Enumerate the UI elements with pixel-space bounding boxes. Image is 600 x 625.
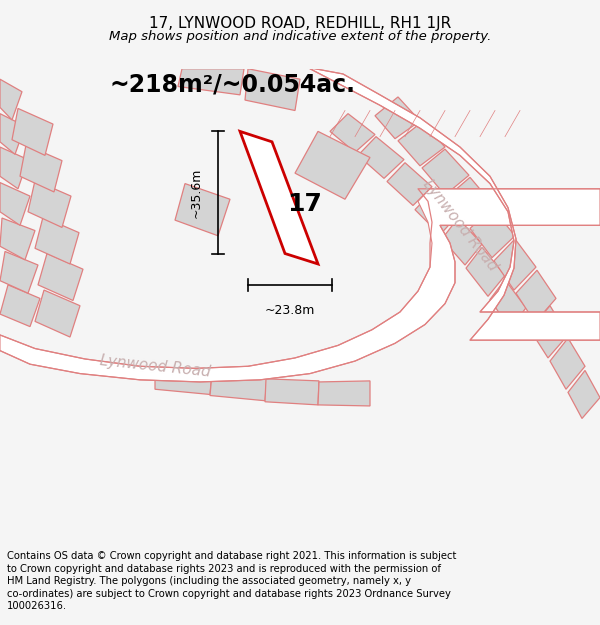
Polygon shape (38, 254, 83, 301)
Text: 17, LYNWOOD ROAD, REDHILL, RH1 1JR: 17, LYNWOOD ROAD, REDHILL, RH1 1JR (149, 16, 451, 31)
Polygon shape (12, 108, 53, 156)
Polygon shape (178, 69, 244, 95)
Polygon shape (466, 248, 505, 296)
Text: Contains OS data © Crown copyright and database right 2021. This information is : Contains OS data © Crown copyright and d… (7, 551, 457, 561)
Polygon shape (442, 218, 482, 265)
Text: 17: 17 (287, 192, 322, 216)
Polygon shape (0, 182, 30, 226)
Polygon shape (310, 69, 600, 340)
Polygon shape (387, 162, 432, 206)
Polygon shape (568, 371, 600, 419)
Polygon shape (210, 374, 267, 401)
Polygon shape (175, 184, 230, 236)
Polygon shape (422, 149, 469, 195)
Polygon shape (155, 368, 212, 394)
Polygon shape (494, 239, 536, 290)
Text: HM Land Registry. The polygons (including the associated geometry, namely x, y: HM Land Registry. The polygons (includin… (7, 576, 411, 586)
Polygon shape (415, 191, 458, 235)
Polygon shape (0, 285, 40, 327)
Polygon shape (240, 131, 318, 264)
Polygon shape (530, 306, 568, 358)
Polygon shape (265, 379, 319, 405)
Polygon shape (35, 290, 80, 337)
Polygon shape (0, 218, 35, 260)
Polygon shape (375, 97, 420, 139)
Polygon shape (0, 114, 25, 154)
Polygon shape (470, 208, 515, 258)
Text: to Crown copyright and database rights 2023 and is reproduced with the permissio: to Crown copyright and database rights 2… (7, 564, 441, 574)
Polygon shape (0, 251, 38, 293)
Text: Map shows position and indicative extent of the property.: Map shows position and indicative extent… (109, 30, 491, 43)
Polygon shape (28, 181, 71, 228)
Text: ~35.6m: ~35.6m (190, 168, 203, 217)
Polygon shape (0, 147, 28, 189)
Polygon shape (550, 338, 585, 389)
Text: Lynwood Road: Lynwood Road (99, 353, 211, 379)
Polygon shape (245, 69, 300, 111)
Polygon shape (20, 145, 62, 192)
Text: co-ordinates) are subject to Crown copyright and database rights 2023 Ordnance S: co-ordinates) are subject to Crown copyr… (7, 589, 451, 599)
Polygon shape (490, 279, 526, 329)
Polygon shape (35, 217, 79, 264)
Polygon shape (318, 381, 370, 406)
Text: ~218m²/~0.054ac.: ~218m²/~0.054ac. (110, 72, 356, 96)
Polygon shape (295, 131, 370, 199)
Polygon shape (0, 189, 600, 382)
Polygon shape (0, 79, 22, 120)
Text: Lynwood Road: Lynwood Road (420, 177, 500, 274)
Polygon shape (330, 114, 375, 152)
Text: 100026316.: 100026316. (7, 601, 67, 611)
Polygon shape (447, 177, 493, 226)
Text: ~23.8m: ~23.8m (265, 304, 315, 317)
Polygon shape (516, 270, 556, 322)
Polygon shape (358, 137, 404, 178)
Polygon shape (398, 122, 445, 166)
